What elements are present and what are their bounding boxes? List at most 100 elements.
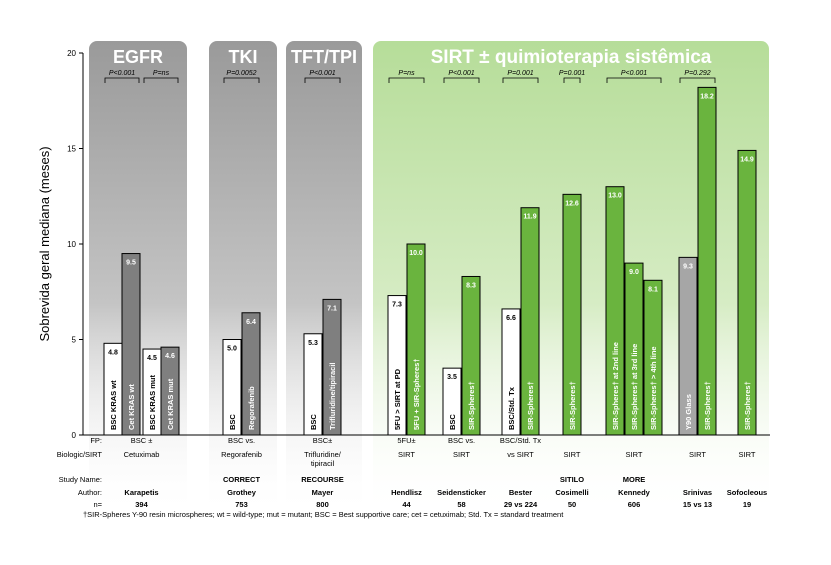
bar-category-label: SIR-Spheres† at 3rd line	[630, 344, 639, 430]
y-tick-label: 5	[72, 336, 77, 345]
table-fp-cell: BSC/Std. Tx	[500, 436, 541, 445]
p-value-label: P=ns	[398, 70, 415, 77]
bar-value-label: 10.0	[409, 250, 423, 257]
table-study-cell: RECOURSE	[301, 475, 344, 484]
table-n-cell: 394	[135, 500, 148, 509]
table-row-label: FP:	[90, 436, 102, 445]
table-author-cell: Hendlisz	[391, 488, 422, 497]
table-author-cell: Bester	[509, 488, 532, 497]
bar	[697, 86, 717, 436]
bar-value-label: 5.0	[227, 346, 237, 353]
bar-value-label: 8.3	[466, 282, 476, 289]
bar-value-label: 11.9	[523, 214, 536, 221]
table-biologic-cell: tipiracil	[311, 459, 335, 468]
bar-value-label: 6.6	[506, 315, 516, 322]
p-value-label: P<0.001	[109, 70, 135, 77]
bar-value-label: 12.6	[565, 200, 579, 207]
table-study-cell: CORRECT	[223, 475, 261, 484]
bar-value-label: 13.0	[608, 193, 622, 200]
group-title: TFT/TPI	[291, 47, 357, 67]
table-biologic-cell: Trifluridine/	[304, 450, 342, 459]
bar-category-label: SIR-Spheres†	[568, 381, 577, 430]
bar	[442, 367, 462, 436]
bar-category-label: SIR-Spheres† > 4th line	[649, 346, 658, 430]
footnote: †SIR-Spheres Y-90 resin microspheres; wt…	[83, 510, 564, 519]
table-biologic-cell: Cetuximab	[124, 450, 160, 459]
significance-brackets: P<0.001 P=ns P=0.0052 P<0.001 P=ns P<0.001 P=0…	[104, 70, 716, 83]
bar-category-label: Cet KRAS mut	[166, 378, 175, 430]
table-n-cell: 753	[235, 500, 248, 509]
table-fp-cell: BSC±	[313, 436, 333, 445]
bar	[160, 346, 180, 436]
bar-category-label: BSC	[228, 414, 237, 430]
table-study-cell: MORE	[623, 475, 646, 484]
bar-category-label: 5FU + SIR-Spheres†	[412, 359, 421, 430]
y-axis-title: Sobrevida geral mediana (meses)	[37, 146, 52, 341]
group-background	[286, 41, 362, 518]
table-n-cell: 44	[402, 500, 411, 509]
bar-value-label: 8.1	[648, 286, 658, 293]
bar-category-label: SIR-Spheres†	[467, 381, 476, 430]
bar	[520, 207, 540, 436]
significance-bracket	[502, 77, 539, 83]
y-tick-label: 15	[67, 145, 76, 154]
table-author-cell: Karapetis	[124, 488, 158, 497]
table-n-cell: 800	[316, 500, 329, 509]
table-n-cell: 50	[568, 500, 576, 509]
group-title: EGFR	[113, 47, 163, 67]
significance-bracket	[223, 77, 260, 83]
bar	[121, 253, 141, 436]
significance-bracket	[388, 77, 425, 83]
table-row-label: Author:	[78, 488, 102, 497]
y-tick-label: 10	[67, 240, 76, 249]
significance-bracket	[443, 77, 480, 83]
bar	[222, 339, 242, 436]
table-author-cell: Cosimelli	[555, 488, 588, 497]
significance-bracket	[304, 77, 341, 83]
p-value-label: P=ns	[153, 70, 170, 77]
table-n-cell: 15 vs 13	[683, 500, 712, 509]
table-author-cell: Kennedy	[618, 488, 651, 497]
bar	[678, 256, 698, 436]
group-title: TKI	[229, 47, 258, 67]
bar-category-label: 5FU > SIRT at PD	[393, 368, 402, 430]
bar-value-label: 7.3	[392, 302, 402, 309]
bar-value-label: 14.9	[740, 156, 754, 163]
table-biologic-cell: SIRT	[689, 450, 706, 459]
bar-category-label: BSC	[309, 414, 318, 430]
bar-value-label: 7.1	[327, 305, 337, 312]
table-n-cell: 29 vs 224	[504, 500, 538, 509]
table-author-cell: Srinivas	[683, 488, 712, 497]
study-table: FP: Biologic/SIRT Study Name: Author: n= BSC …	[57, 436, 768, 509]
table-biologic-cell: vs SIRT	[507, 450, 534, 459]
p-value-label: P=0.292	[684, 70, 710, 77]
table-row-label: n=	[93, 500, 102, 509]
bar-value-label: 6.4	[246, 319, 256, 326]
table-author-cell: Grothey	[227, 488, 257, 497]
bar	[562, 193, 582, 436]
significance-bracket	[606, 77, 662, 83]
bar-category-label: SIR-Spheres†	[703, 381, 712, 430]
bar	[605, 186, 625, 436]
significance-bracket	[143, 77, 179, 83]
y-tick-label: 20	[67, 49, 76, 58]
bar	[387, 295, 407, 436]
bar	[737, 149, 757, 436]
bar-category-label: BSC KRAS mut	[148, 374, 157, 430]
bar-category-label: BSC	[448, 414, 457, 430]
bar-value-label: 3.5	[447, 374, 457, 381]
table-row-label: Biologic/SIRT	[57, 450, 103, 459]
bar-category-label: Y90 Glass	[684, 394, 693, 430]
p-value-label: P=0.001	[507, 70, 533, 77]
bar-category-label: Trifluridine/tipiracil	[328, 362, 337, 430]
table-biologic-cell: SIRT	[453, 450, 470, 459]
bar-value-label: 5.3	[308, 340, 318, 347]
bar	[303, 333, 323, 436]
bar	[461, 275, 481, 436]
bar-category-label: SIR-Spheres†	[743, 381, 752, 430]
group-backgrounds: EGFR TKI TFT/TPI SIRT ± quimioterapia sistê…	[89, 41, 769, 518]
bar	[624, 262, 644, 436]
table-n-cell: 58	[457, 500, 465, 509]
bar-category-label: Cet KRAS wt	[127, 384, 136, 430]
table-author-cell: Sofocleous	[727, 488, 767, 497]
